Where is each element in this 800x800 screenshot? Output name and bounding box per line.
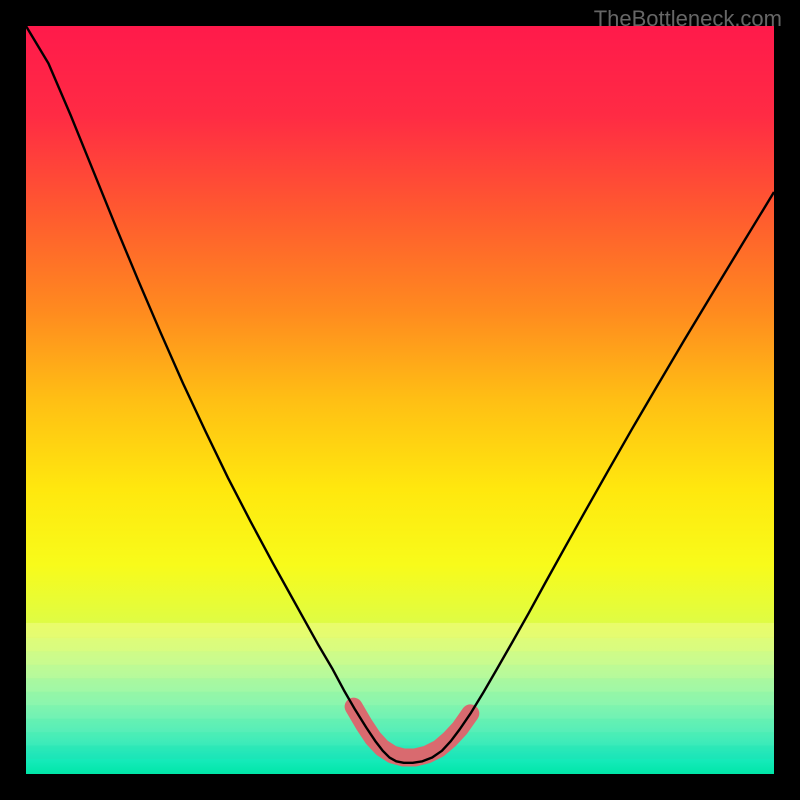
chart-frame: TheBottleneck.com (0, 0, 800, 800)
chart-svg (26, 26, 774, 774)
watermark-text: TheBottleneck.com (594, 6, 782, 32)
plot-area (26, 26, 774, 774)
gradient-band (26, 623, 774, 759)
